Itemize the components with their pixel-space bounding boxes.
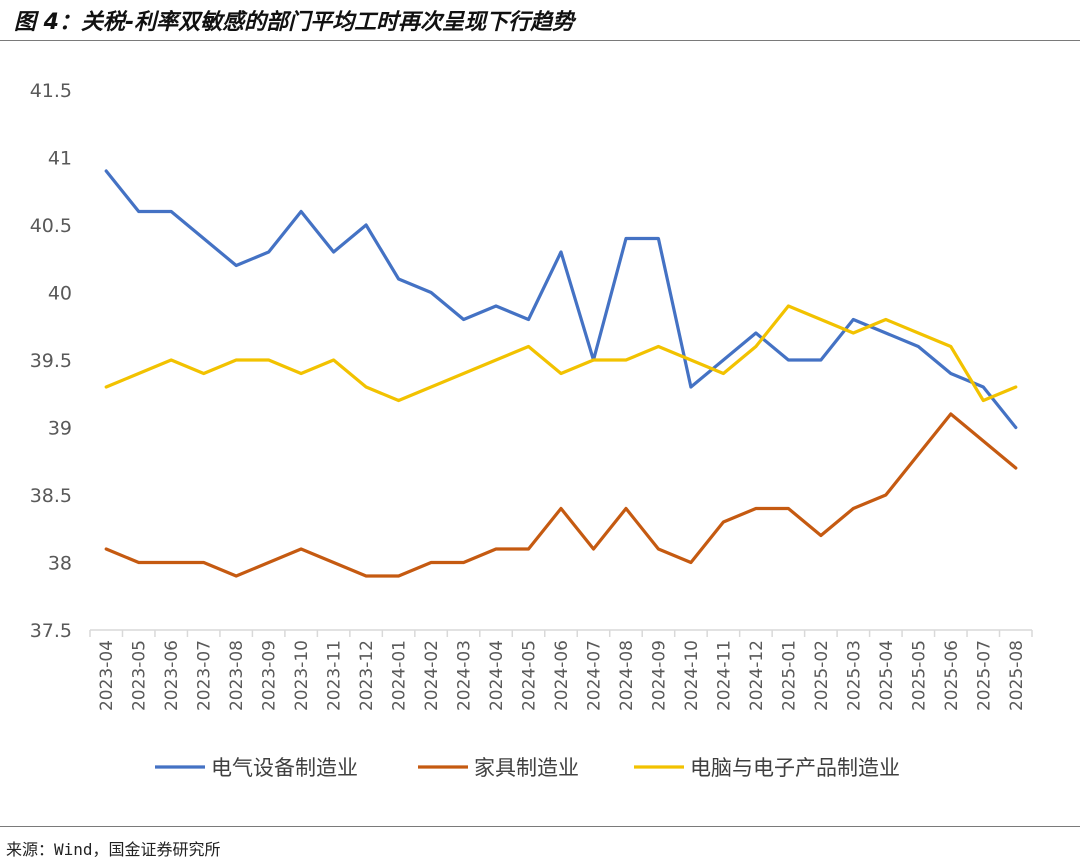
x-tick-label: 2024-04 bbox=[487, 640, 507, 711]
series-lines bbox=[104, 169, 1018, 578]
y-tick-label: 37.5 bbox=[30, 620, 72, 642]
x-tick-label: 2024-06 bbox=[552, 640, 572, 711]
y-tick-label: 41.5 bbox=[30, 80, 72, 102]
y-tick-label: 39.5 bbox=[30, 350, 72, 372]
x-tick-label: 2024-07 bbox=[584, 640, 604, 711]
x-tick-label: 2023-05 bbox=[130, 640, 150, 711]
bottom-rule bbox=[0, 826, 1080, 827]
x-tick-label: 2024-01 bbox=[390, 640, 410, 711]
chart-title: 图 4：关税-利率双敏感的部门平均工时再次呈现下行趋势 bbox=[14, 10, 575, 35]
x-axis: 2023-04 2023-05 2023-06 2023-07 2023-08 2023-… bbox=[89, 629, 1033, 711]
x-tick-label: 2024-05 bbox=[520, 640, 540, 711]
y-tick-label: 38 bbox=[48, 553, 72, 575]
y-tick-label: 38.5 bbox=[30, 485, 72, 507]
legend: 电气设备制造业 家具制造业 电脑与电子产品制造业 bbox=[155, 756, 900, 780]
x-tick-label: 2023-12 bbox=[357, 640, 377, 711]
x-tick-label: 2024-08 bbox=[617, 640, 637, 711]
x-tick-label: 2025-03 bbox=[844, 640, 864, 711]
x-tick-label: 2025-04 bbox=[877, 640, 897, 711]
y-tick-label: 40 bbox=[48, 283, 72, 305]
y-tick-label: 41 bbox=[48, 148, 72, 170]
x-tick-label: 2024-02 bbox=[422, 640, 442, 711]
legend-label: 电气设备制造业 bbox=[211, 756, 358, 780]
series-line-1 bbox=[104, 169, 1018, 430]
y-axis: 37.5 38 38.5 39 39.5 40 40.5 41 41.5 bbox=[30, 80, 72, 642]
top-rule bbox=[0, 40, 1080, 41]
x-tick-label: 2024-10 bbox=[682, 640, 702, 711]
x-tick-label: 2025-02 bbox=[812, 640, 832, 711]
x-tick-label: 2025-06 bbox=[942, 640, 962, 711]
x-tick-label: 2023-06 bbox=[162, 640, 182, 711]
series-line-2 bbox=[104, 412, 1018, 578]
x-tick-label: 2025-05 bbox=[909, 640, 929, 711]
x-tick-label: 2024-09 bbox=[649, 640, 669, 711]
legend-label: 电脑与电子产品制造业 bbox=[690, 756, 900, 780]
x-tick-label: 2024-12 bbox=[747, 640, 767, 711]
x-tick-label: 2023-10 bbox=[292, 640, 312, 711]
x-tick-label: 2023-04 bbox=[97, 640, 117, 711]
x-tick-label: 2025-01 bbox=[779, 640, 799, 711]
y-tick-label: 40.5 bbox=[30, 215, 72, 237]
legend-label: 家具制造业 bbox=[474, 756, 579, 780]
source-note: 来源：Wind，国金证券研究所 bbox=[6, 840, 221, 859]
x-tick-label: 2024-11 bbox=[714, 640, 734, 711]
x-tick-label: 2025-08 bbox=[1007, 640, 1027, 711]
series-line-3 bbox=[104, 304, 1018, 403]
x-tick-label: 2023-09 bbox=[260, 640, 280, 711]
x-tick-label: 2024-03 bbox=[455, 640, 475, 711]
x-tick-label: 2023-08 bbox=[227, 640, 247, 711]
x-tick-label: 2025-07 bbox=[974, 640, 994, 711]
y-tick-label: 39 bbox=[48, 418, 72, 440]
x-tick-label: 2023-07 bbox=[195, 640, 215, 711]
x-tick-label: 2023-11 bbox=[325, 640, 345, 711]
